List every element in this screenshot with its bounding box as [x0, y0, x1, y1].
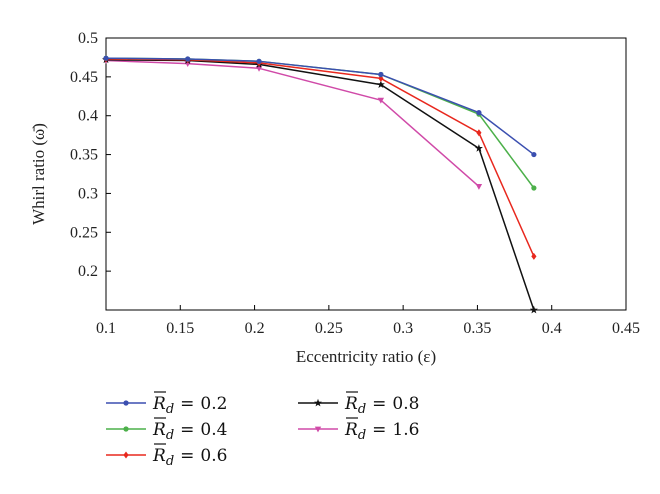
legend-value: 0.4 — [200, 420, 227, 440]
legend-item: Rd = 1.6 — [298, 417, 419, 443]
y-axis-label: Whirl ratio (ω̄) — [29, 123, 48, 225]
data-point — [103, 55, 109, 61]
legend-symbol: R — [344, 394, 358, 414]
y-tick-label: 0.3 — [78, 185, 98, 202]
legend-operator: = — [372, 394, 386, 414]
legend-subscript: d — [166, 428, 174, 443]
x-tick-label: 0.25 — [315, 320, 343, 337]
y-tick-label: 0.25 — [70, 224, 98, 241]
data-point — [474, 144, 483, 152]
legend-value: 0.6 — [200, 446, 227, 466]
legend-symbol: R — [152, 446, 166, 466]
legend-marker — [314, 398, 322, 407]
legend-operator: = — [180, 420, 194, 440]
data-point — [378, 74, 384, 82]
legend-label: Rd = 0.6 — [152, 446, 227, 469]
axis-ticks: 0.1 0.15 0.2 0.25 0.3 0.35 0.4 0.45 0.2 0.25 0.3 0.… — [70, 30, 640, 337]
legend-operator: = — [180, 394, 194, 414]
legend-marker — [123, 400, 129, 406]
legend: Rd = 0.2 Rd = 0.4 Rd = 0.6 Rd = 0.8 Rd = 1.6 — [106, 391, 419, 469]
legend-symbol: R — [344, 420, 358, 440]
legend-marker — [123, 451, 129, 459]
legend-label: Rd = 0.8 — [344, 394, 419, 417]
data-point — [531, 252, 537, 260]
plot-frame — [105, 37, 627, 311]
series-line — [105, 59, 480, 187]
legend-operator: = — [372, 420, 386, 440]
data-point — [256, 58, 262, 64]
y-tick-label: 0.35 — [70, 147, 98, 164]
data-point — [475, 184, 483, 190]
legend-item: Rd = 0.2 — [106, 391, 227, 417]
legend-symbol: R — [152, 394, 166, 414]
y-tick-label: 0.2 — [78, 263, 98, 280]
legend-subscript: d — [166, 454, 174, 469]
legend-value: 0.2 — [200, 394, 227, 414]
data-point — [377, 97, 385, 104]
legend-marker — [314, 426, 322, 433]
series-line — [105, 58, 535, 257]
legend-symbol: R — [152, 420, 166, 440]
legend-value: 1.6 — [392, 420, 419, 440]
series-line — [105, 59, 535, 311]
legend-value: 0.8 — [392, 394, 419, 414]
data-point — [529, 305, 538, 314]
legend-subscript: d — [166, 402, 174, 417]
x-tick-label: 0.2 — [245, 320, 265, 337]
legend-marker — [123, 426, 129, 432]
series-layer — [102, 55, 538, 314]
legend-label: Rd = 0.2 — [152, 394, 227, 417]
data-point — [255, 65, 263, 72]
data-point — [476, 110, 482, 116]
legend-item: Rd = 0.6 — [106, 443, 227, 469]
series-0-4 — [103, 55, 537, 191]
legend-label: Rd = 0.4 — [152, 420, 227, 443]
y-tick-label: 0.45 — [70, 69, 98, 86]
series-line — [105, 57, 535, 189]
series-line — [105, 57, 535, 156]
legend-label: Rd = 1.6 — [344, 420, 419, 443]
x-tick-label: 0.35 — [463, 320, 491, 337]
y-tick-label: 0.5 — [78, 30, 98, 47]
series-0-6 — [103, 55, 537, 260]
data-point — [476, 129, 482, 137]
legend-subscript: d — [358, 402, 366, 417]
legend-item: Rd = 0.8 — [298, 391, 419, 417]
x-tick-label: 0.45 — [612, 320, 640, 337]
series-0-2 — [103, 55, 537, 158]
legend-item: Rd = 0.4 — [106, 417, 227, 443]
data-point — [376, 80, 385, 89]
legend-subscript: d — [358, 428, 366, 443]
data-point — [185, 56, 191, 62]
x-axis-label: Eccentricity ratio (ε) — [296, 347, 436, 366]
series-0-8 — [102, 55, 538, 314]
data-point — [378, 71, 384, 78]
legend-operator: = — [180, 446, 194, 466]
x-tick-label: 0.3 — [393, 320, 413, 337]
x-tick-label: 0.1 — [96, 320, 116, 337]
x-tick-label: 0.4 — [542, 320, 562, 337]
data-point — [531, 185, 537, 191]
series-1-6 — [102, 58, 483, 190]
x-tick-label: 0.15 — [166, 320, 194, 337]
y-tick-label: 0.4 — [78, 108, 98, 125]
data-point — [531, 151, 537, 158]
